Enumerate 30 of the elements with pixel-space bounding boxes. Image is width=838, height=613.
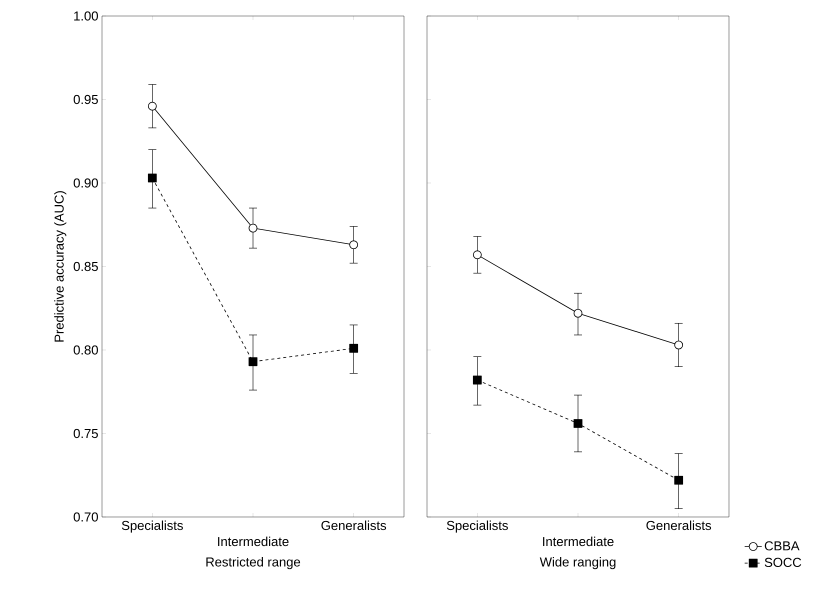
point [248, 357, 258, 366]
x-axis-title: Wide ranging [540, 557, 616, 570]
x-tick-label: Generalists [321, 520, 386, 530]
point [674, 476, 684, 485]
y-axis-title: Predictive accuracy (AUC) [54, 191, 66, 342]
y-tick-label: 0.75 [74, 428, 98, 438]
y-tick-label: 1.00 [74, 11, 98, 21]
point [148, 174, 157, 182]
point [574, 308, 582, 318]
y-tick-label: 0.95 [74, 94, 98, 104]
legend-label: CBBA [764, 541, 800, 550]
point [674, 340, 684, 350]
x-tick-label: Generalists [646, 520, 712, 530]
x-axis-title: Restricted range [206, 557, 300, 570]
point [472, 250, 482, 260]
point [349, 240, 358, 250]
y-tick-label: 0.90 [74, 178, 98, 188]
y-tick-label: 0.85 [74, 262, 98, 272]
point [472, 376, 482, 384]
x-tick-label: Intermediate [218, 536, 289, 546]
point [248, 224, 258, 232]
point [574, 419, 582, 428]
legend-label: SOCC [764, 558, 802, 568]
y-tick-label: 0.70 [74, 512, 98, 522]
x-tick-label: Specialists [446, 520, 508, 533]
x-tick-label: Intermediate [543, 536, 614, 546]
point [349, 344, 358, 353]
x-tick-label: Specialists [122, 520, 183, 533]
point [148, 102, 157, 111]
y-tick-label: 0.80 [74, 345, 98, 355]
